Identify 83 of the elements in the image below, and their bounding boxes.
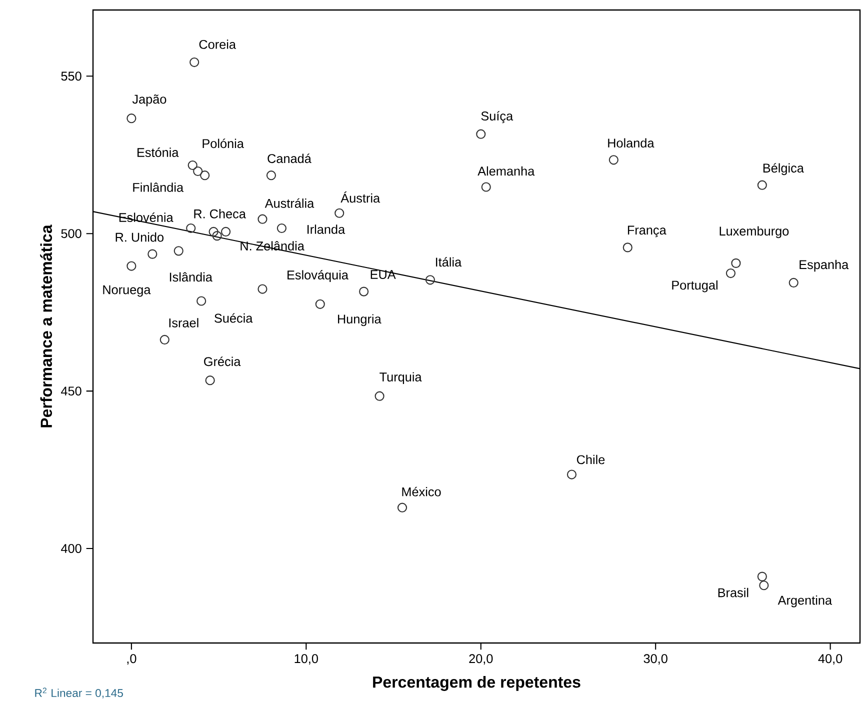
annotation: Canadá [268,154,312,164]
point [731,258,741,268]
annotation: Hungria [338,314,382,326]
text: R$^{2}$ Linear = 0,145 [35,688,123,698]
annotation: Japão [132,94,166,106]
annotation: Coreia [199,40,236,49]
annotation: Israel [169,318,198,328]
point [196,296,206,306]
annotation: R. Unido [116,232,164,242]
point [481,182,491,192]
point [476,129,486,139]
point [757,572,767,582]
annotation: Finlândia [133,182,184,192]
point [566,470,577,480]
point [622,242,632,252]
y-axis-title: Performance a matemática [40,224,52,428]
point [334,208,344,218]
annotation: Itália [436,257,462,267]
point [266,170,276,180]
annotation: Irlanda [308,224,346,234]
point [608,155,618,165]
point [126,261,136,271]
annotation: Islândia [170,272,212,282]
y-tick-label: 450 [61,386,82,396]
point [160,334,170,345]
x-tick-label: ,0 [127,654,136,665]
annotation: México [402,486,441,496]
x-axis-title: Percentagem de repetentes [373,676,580,691]
annotation: Eslováquia [288,270,348,282]
annotation: Holanda [608,138,654,148]
annotation: Suíça [481,111,514,124]
point [788,278,798,288]
point [397,502,408,512]
point [220,226,231,237]
annotation: Portugal [672,280,718,292]
annotation: Áustria [340,192,380,203]
point [374,391,384,401]
point [208,226,218,237]
annotation: Austrália [264,198,314,208]
point [193,166,203,176]
point [190,57,200,68]
annotation: Eslovénia [119,212,174,222]
y-tick-label: 550 [61,72,82,81]
annotation: Estónia [138,148,179,157]
point [315,299,325,309]
point [359,286,369,296]
point [212,231,222,241]
point [759,580,769,590]
annotation: Espanha [800,260,849,272]
annotation: Luxemburgo [720,226,789,238]
annotation: Suécia [214,313,253,323]
point [186,223,196,234]
point [425,275,436,285]
point [258,214,268,224]
annotation: Turquia [380,372,422,384]
annotation: Brasil [718,588,748,598]
annotation: Bélgica [763,163,804,176]
annotation: Polónia [202,138,244,148]
point [726,268,736,278]
x-tick-label: 30,0 [644,654,668,665]
x-tick-label: 20,0 [469,654,493,665]
point [205,376,215,386]
x-tick-label: 40,0 [818,654,842,665]
annotation: Noruega [103,285,151,297]
annotation: Chile [576,454,605,464]
point [200,170,210,180]
point [258,284,268,294]
annotation: Grécia [204,356,241,366]
annotation: Argentina [778,595,832,608]
point [757,180,767,190]
point [148,249,158,259]
y-tick-label: 500 [61,229,82,238]
annotation: R. Checa [194,209,246,218]
annotation: França [628,226,666,238]
point [174,246,184,256]
point [188,160,198,170]
annotation: EUA [370,270,396,279]
annotation: Alemanha [478,166,535,176]
y-tick-label: 400 [61,544,82,554]
point [126,114,136,124]
annotation: N. Zelândia [240,241,304,250]
x-tick-label: 10,0 [294,654,318,665]
point [276,223,287,234]
